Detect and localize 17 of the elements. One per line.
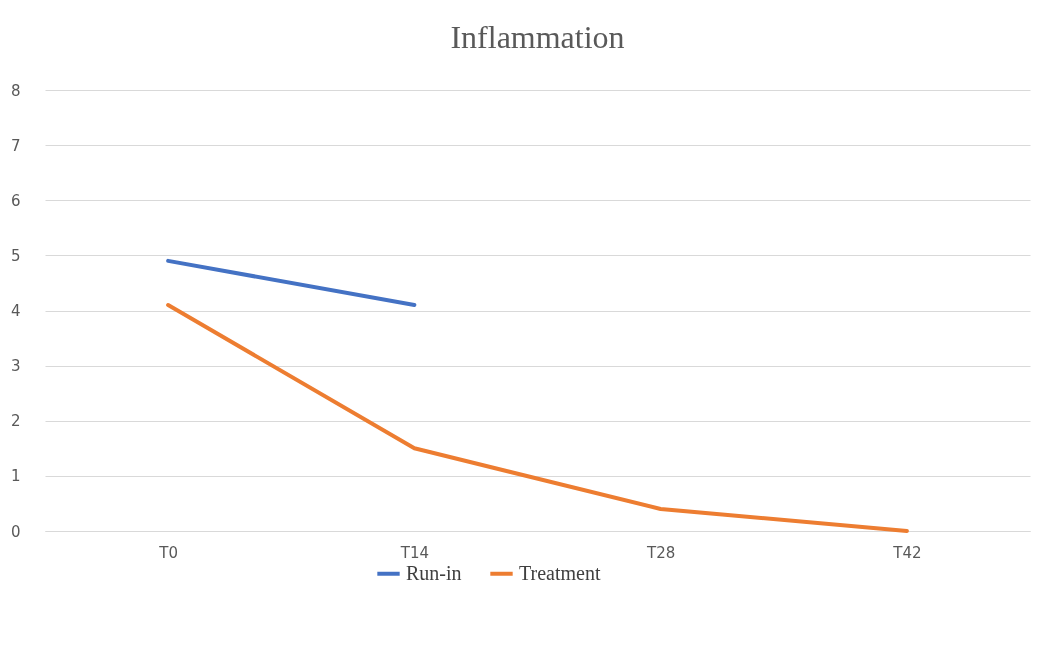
y-tick-label: 5 [10,246,21,265]
legend-label: Treatment [519,561,601,584]
y-tick-label: 4 [10,302,21,320]
line-series [166,302,909,533]
y-tick-label: 1 [10,467,21,486]
y-tick-label: 8 [10,81,21,100]
y-tick-label: 3 [10,357,21,376]
y-tick-label: 2 [10,412,21,431]
chart-title: Inflammation [450,19,625,55]
x-tick-label: T42 [892,543,922,562]
y-tick-label: 7 [10,136,21,155]
y-tick-label: 0 [10,522,21,541]
x-tick-label: T0 [158,543,178,562]
y-tick-label: 6 [10,191,21,210]
x-tick-label: T28 [646,543,676,562]
x-tick-label: T14 [399,543,429,562]
legend-label: Run-in [406,561,462,584]
